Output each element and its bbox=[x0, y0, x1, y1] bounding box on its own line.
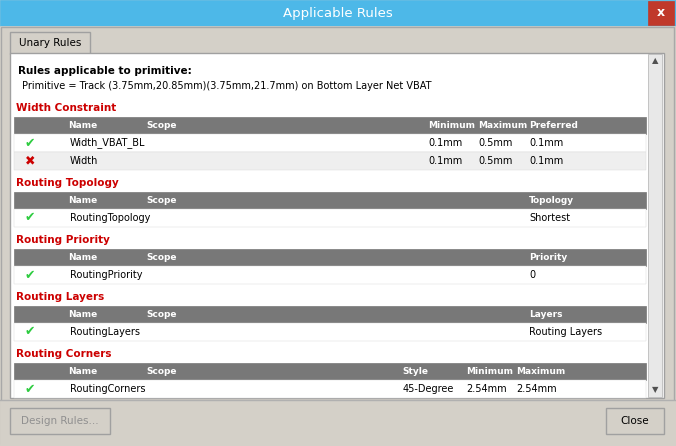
Text: Routing Topology: Routing Topology bbox=[16, 178, 119, 188]
Text: Routing Layers: Routing Layers bbox=[16, 292, 104, 302]
Text: Maximum: Maximum bbox=[516, 367, 566, 376]
Text: Name: Name bbox=[68, 253, 97, 262]
Text: Routing Corners: Routing Corners bbox=[16, 349, 112, 359]
Text: Minimum: Minimum bbox=[428, 121, 475, 130]
Text: 0.1mm: 0.1mm bbox=[428, 156, 462, 166]
Bar bbox=[0, 0, 676, 26]
Text: Close: Close bbox=[621, 416, 650, 426]
Bar bbox=[606, 408, 664, 434]
Bar bbox=[14, 209, 646, 227]
Text: Scope: Scope bbox=[147, 310, 177, 319]
Text: RoutingCorners: RoutingCorners bbox=[70, 384, 145, 394]
Bar bbox=[14, 363, 646, 380]
Bar bbox=[14, 152, 646, 170]
Text: 45-Degree: 45-Degree bbox=[403, 384, 454, 394]
Text: ▲: ▲ bbox=[652, 57, 658, 66]
Bar bbox=[10, 32, 90, 54]
Text: Scope: Scope bbox=[147, 367, 177, 376]
Text: ✖: ✖ bbox=[25, 154, 35, 168]
Text: x: x bbox=[657, 7, 665, 20]
Text: Priority: Priority bbox=[529, 253, 567, 262]
Text: ✔: ✔ bbox=[25, 268, 35, 281]
Bar bbox=[14, 192, 646, 209]
Text: Name: Name bbox=[68, 121, 97, 130]
Text: ✔: ✔ bbox=[25, 326, 35, 339]
Text: Preferred: Preferred bbox=[529, 121, 578, 130]
Text: Layers: Layers bbox=[529, 310, 562, 319]
Text: Topology: Topology bbox=[529, 196, 574, 205]
Bar bbox=[0, 400, 676, 446]
Text: Routing Layers: Routing Layers bbox=[529, 327, 602, 337]
Text: 2.54mm: 2.54mm bbox=[516, 384, 557, 394]
Bar bbox=[10, 53, 664, 398]
Text: Primitive = Track (3.75mm,20.85mm)(3.75mm,21.7mm) on Bottom Layer Net VBAT: Primitive = Track (3.75mm,20.85mm)(3.75m… bbox=[22, 81, 431, 91]
Text: Name: Name bbox=[68, 310, 97, 319]
Text: Width: Width bbox=[70, 156, 98, 166]
Text: ▼: ▼ bbox=[652, 385, 658, 395]
Text: ✔: ✔ bbox=[25, 136, 35, 149]
Text: RoutingLayers: RoutingLayers bbox=[70, 327, 140, 337]
Text: Width_VBAT_BL: Width_VBAT_BL bbox=[70, 137, 145, 149]
Bar bbox=[14, 380, 646, 398]
Text: 0.1mm: 0.1mm bbox=[529, 138, 563, 148]
Text: 0: 0 bbox=[529, 270, 535, 280]
Text: Maximum: Maximum bbox=[479, 121, 528, 130]
Text: Design Rules...: Design Rules... bbox=[21, 416, 99, 426]
Text: Shortest: Shortest bbox=[529, 213, 570, 223]
Text: RoutingPriority: RoutingPriority bbox=[70, 270, 142, 280]
Bar bbox=[14, 323, 646, 341]
Text: Minimum: Minimum bbox=[466, 367, 513, 376]
Bar bbox=[14, 306, 646, 323]
Text: Rules applicable to primitive:: Rules applicable to primitive: bbox=[18, 66, 192, 76]
Text: RoutingTopology: RoutingTopology bbox=[70, 213, 150, 223]
Bar bbox=[648, 1, 674, 25]
Text: 0.1mm: 0.1mm bbox=[428, 138, 462, 148]
Text: 0.1mm: 0.1mm bbox=[529, 156, 563, 166]
Text: Scope: Scope bbox=[147, 121, 177, 130]
Bar bbox=[14, 117, 646, 134]
Text: Scope: Scope bbox=[147, 196, 177, 205]
Text: Scope: Scope bbox=[147, 253, 177, 262]
Text: Unary Rules: Unary Rules bbox=[19, 38, 81, 48]
Text: 2.54mm: 2.54mm bbox=[466, 384, 506, 394]
Text: Routing Priority: Routing Priority bbox=[16, 235, 110, 245]
Text: Style: Style bbox=[403, 367, 429, 376]
Text: Name: Name bbox=[68, 367, 97, 376]
Text: 0.5mm: 0.5mm bbox=[479, 138, 513, 148]
Bar bbox=[10, 408, 110, 434]
Bar bbox=[14, 134, 646, 152]
Text: Applicable Rules: Applicable Rules bbox=[283, 7, 393, 20]
Text: ✔: ✔ bbox=[25, 383, 35, 396]
Bar bbox=[648, 54, 662, 397]
Text: Name: Name bbox=[68, 196, 97, 205]
Text: 0.5mm: 0.5mm bbox=[479, 156, 513, 166]
Bar bbox=[14, 266, 646, 284]
Text: ✔: ✔ bbox=[25, 211, 35, 224]
Text: Width Constraint: Width Constraint bbox=[16, 103, 116, 113]
Bar bbox=[14, 249, 646, 266]
